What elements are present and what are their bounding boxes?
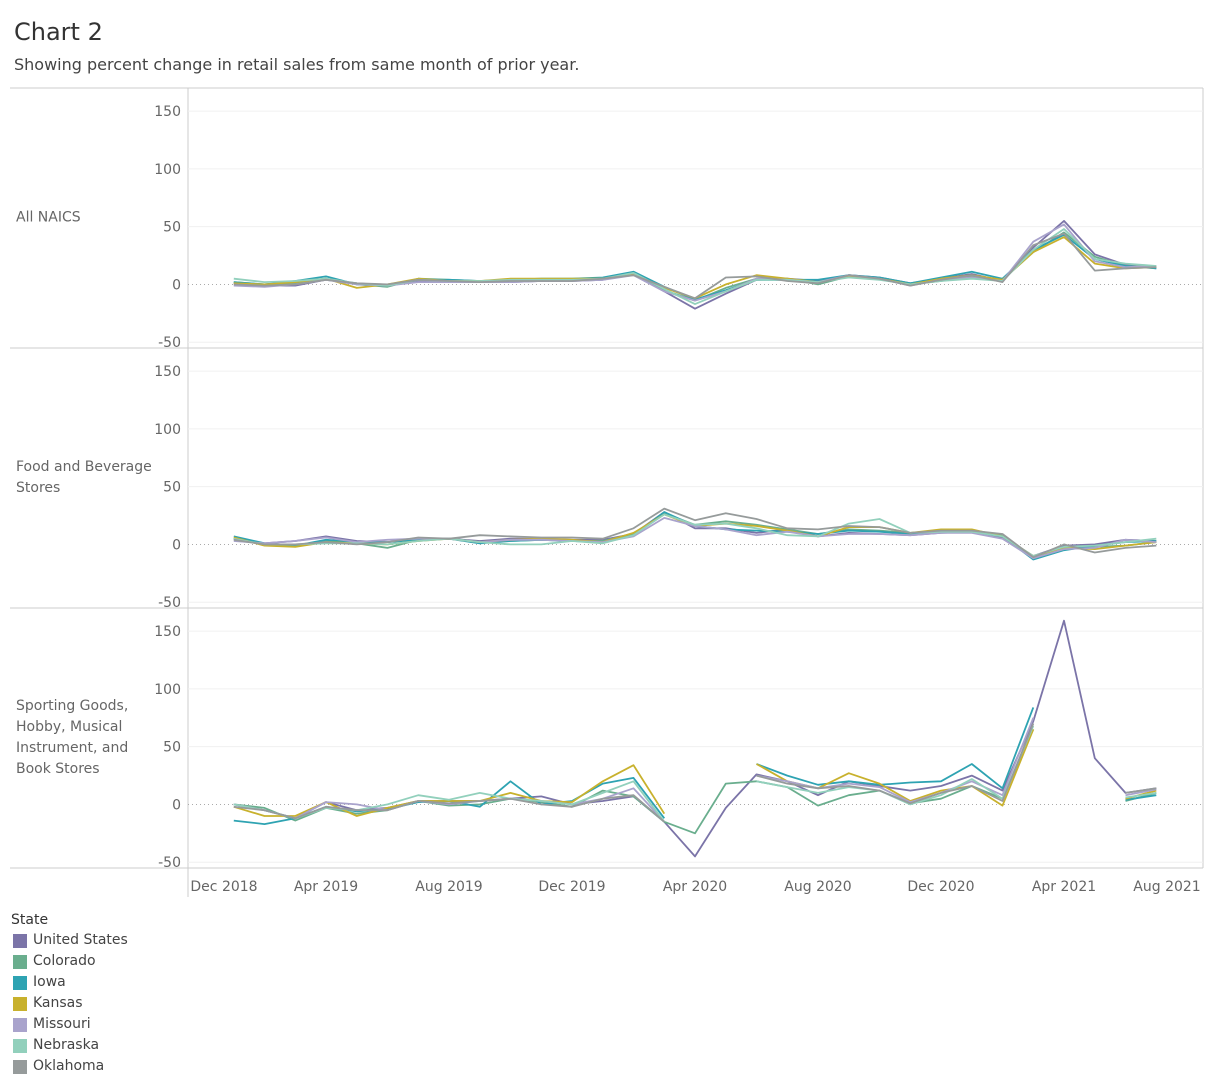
panel-label: All NAICS [16, 209, 81, 226]
legend-swatch [13, 1038, 27, 1053]
series-line [233, 233, 1157, 301]
legend-label: Kansas [33, 995, 83, 1011]
legend-swatch [13, 933, 27, 948]
series-line: Colorado [233, 728, 1157, 835]
x-tick-label: Apr 2020 [663, 879, 727, 895]
legend-item: Iowa [11, 972, 128, 993]
legend-swatch [13, 954, 27, 969]
x-tick-label: Aug 2019 [415, 879, 482, 895]
legend-item: Oklahoma [11, 1056, 128, 1077]
chart-subtitle: Showing percent change in retail sales f… [14, 55, 580, 74]
series-line: Nebraska [233, 725, 1157, 823]
series-line: Nebraska [233, 513, 1157, 557]
x-tick-label: Dec 2018 [190, 879, 257, 895]
legend-item: Missouri [11, 1014, 128, 1035]
legend-label: Colorado [33, 953, 96, 969]
y-tick-label: 100 [154, 422, 181, 438]
y-tick-label: 0 [172, 797, 181, 813]
x-tick-label: Aug 2020 [784, 879, 851, 895]
y-tick-label: 150 [154, 624, 181, 640]
series-line: Oklahoma [233, 723, 1157, 823]
legend-swatch [13, 1017, 27, 1032]
x-tick-label: Aug 2021 [1133, 879, 1200, 895]
y-tick-label: 100 [154, 682, 181, 698]
panel-label: Food and Beverage Stores [16, 459, 152, 496]
series-line [233, 236, 1157, 300]
legend-swatch [13, 1059, 27, 1074]
series-line: Iowa [233, 511, 1157, 561]
y-tick-label: 150 [154, 104, 181, 120]
series-line: Missouri [233, 517, 1157, 560]
legend: State United States Colorado Iowa Kansas Mis… [11, 912, 128, 1077]
x-tick-label: Dec 2019 [538, 879, 605, 895]
y-tick-label: 150 [154, 364, 181, 380]
panel-label: Sporting Goods, Hobby, Musical Instrumen… [16, 698, 129, 777]
legend-item: United States [11, 930, 128, 951]
y-tick-label: -50 [158, 335, 181, 351]
x-tick-label: Apr 2019 [294, 879, 358, 895]
y-tick-label: 50 [163, 740, 181, 756]
legend-label: Nebraska [33, 1037, 100, 1053]
y-tick-label: 0 [172, 537, 181, 553]
series-line: United States [233, 619, 1157, 858]
y-tick-label: 100 [154, 162, 181, 178]
y-tick-label: 50 [163, 480, 181, 496]
series-line [233, 232, 1157, 300]
legend-item: Kansas [11, 993, 128, 1014]
y-tick-label: -50 [158, 595, 181, 611]
chart-title: Chart 2 [14, 18, 103, 46]
legend-label: Missouri [33, 1016, 91, 1032]
legend-title: State [11, 912, 49, 928]
legend-swatch [13, 996, 27, 1011]
y-tick-label: -50 [158, 855, 181, 871]
series-line: Missouri [233, 717, 1157, 823]
series-line [233, 228, 1157, 305]
x-tick-label: Dec 2020 [907, 879, 974, 895]
series-line: Kansas [233, 728, 1157, 817]
x-tick-label: Apr 2021 [1032, 879, 1096, 895]
legend-label: United States [33, 932, 128, 948]
legend-item: Nebraska [11, 1035, 128, 1056]
legend-label: Iowa [33, 974, 66, 990]
legend-label: Oklahoma [33, 1058, 105, 1074]
chart: -50 0 50 100 150 -50 0 50 100 150 United StatesCol… [10, 87, 1204, 897]
series-line: Oklahoma [233, 507, 1157, 559]
y-tick-label: 50 [163, 220, 181, 236]
y-tick-label: 0 [172, 277, 181, 293]
legend-swatch [13, 975, 27, 990]
legend-item: Colorado [11, 951, 128, 972]
